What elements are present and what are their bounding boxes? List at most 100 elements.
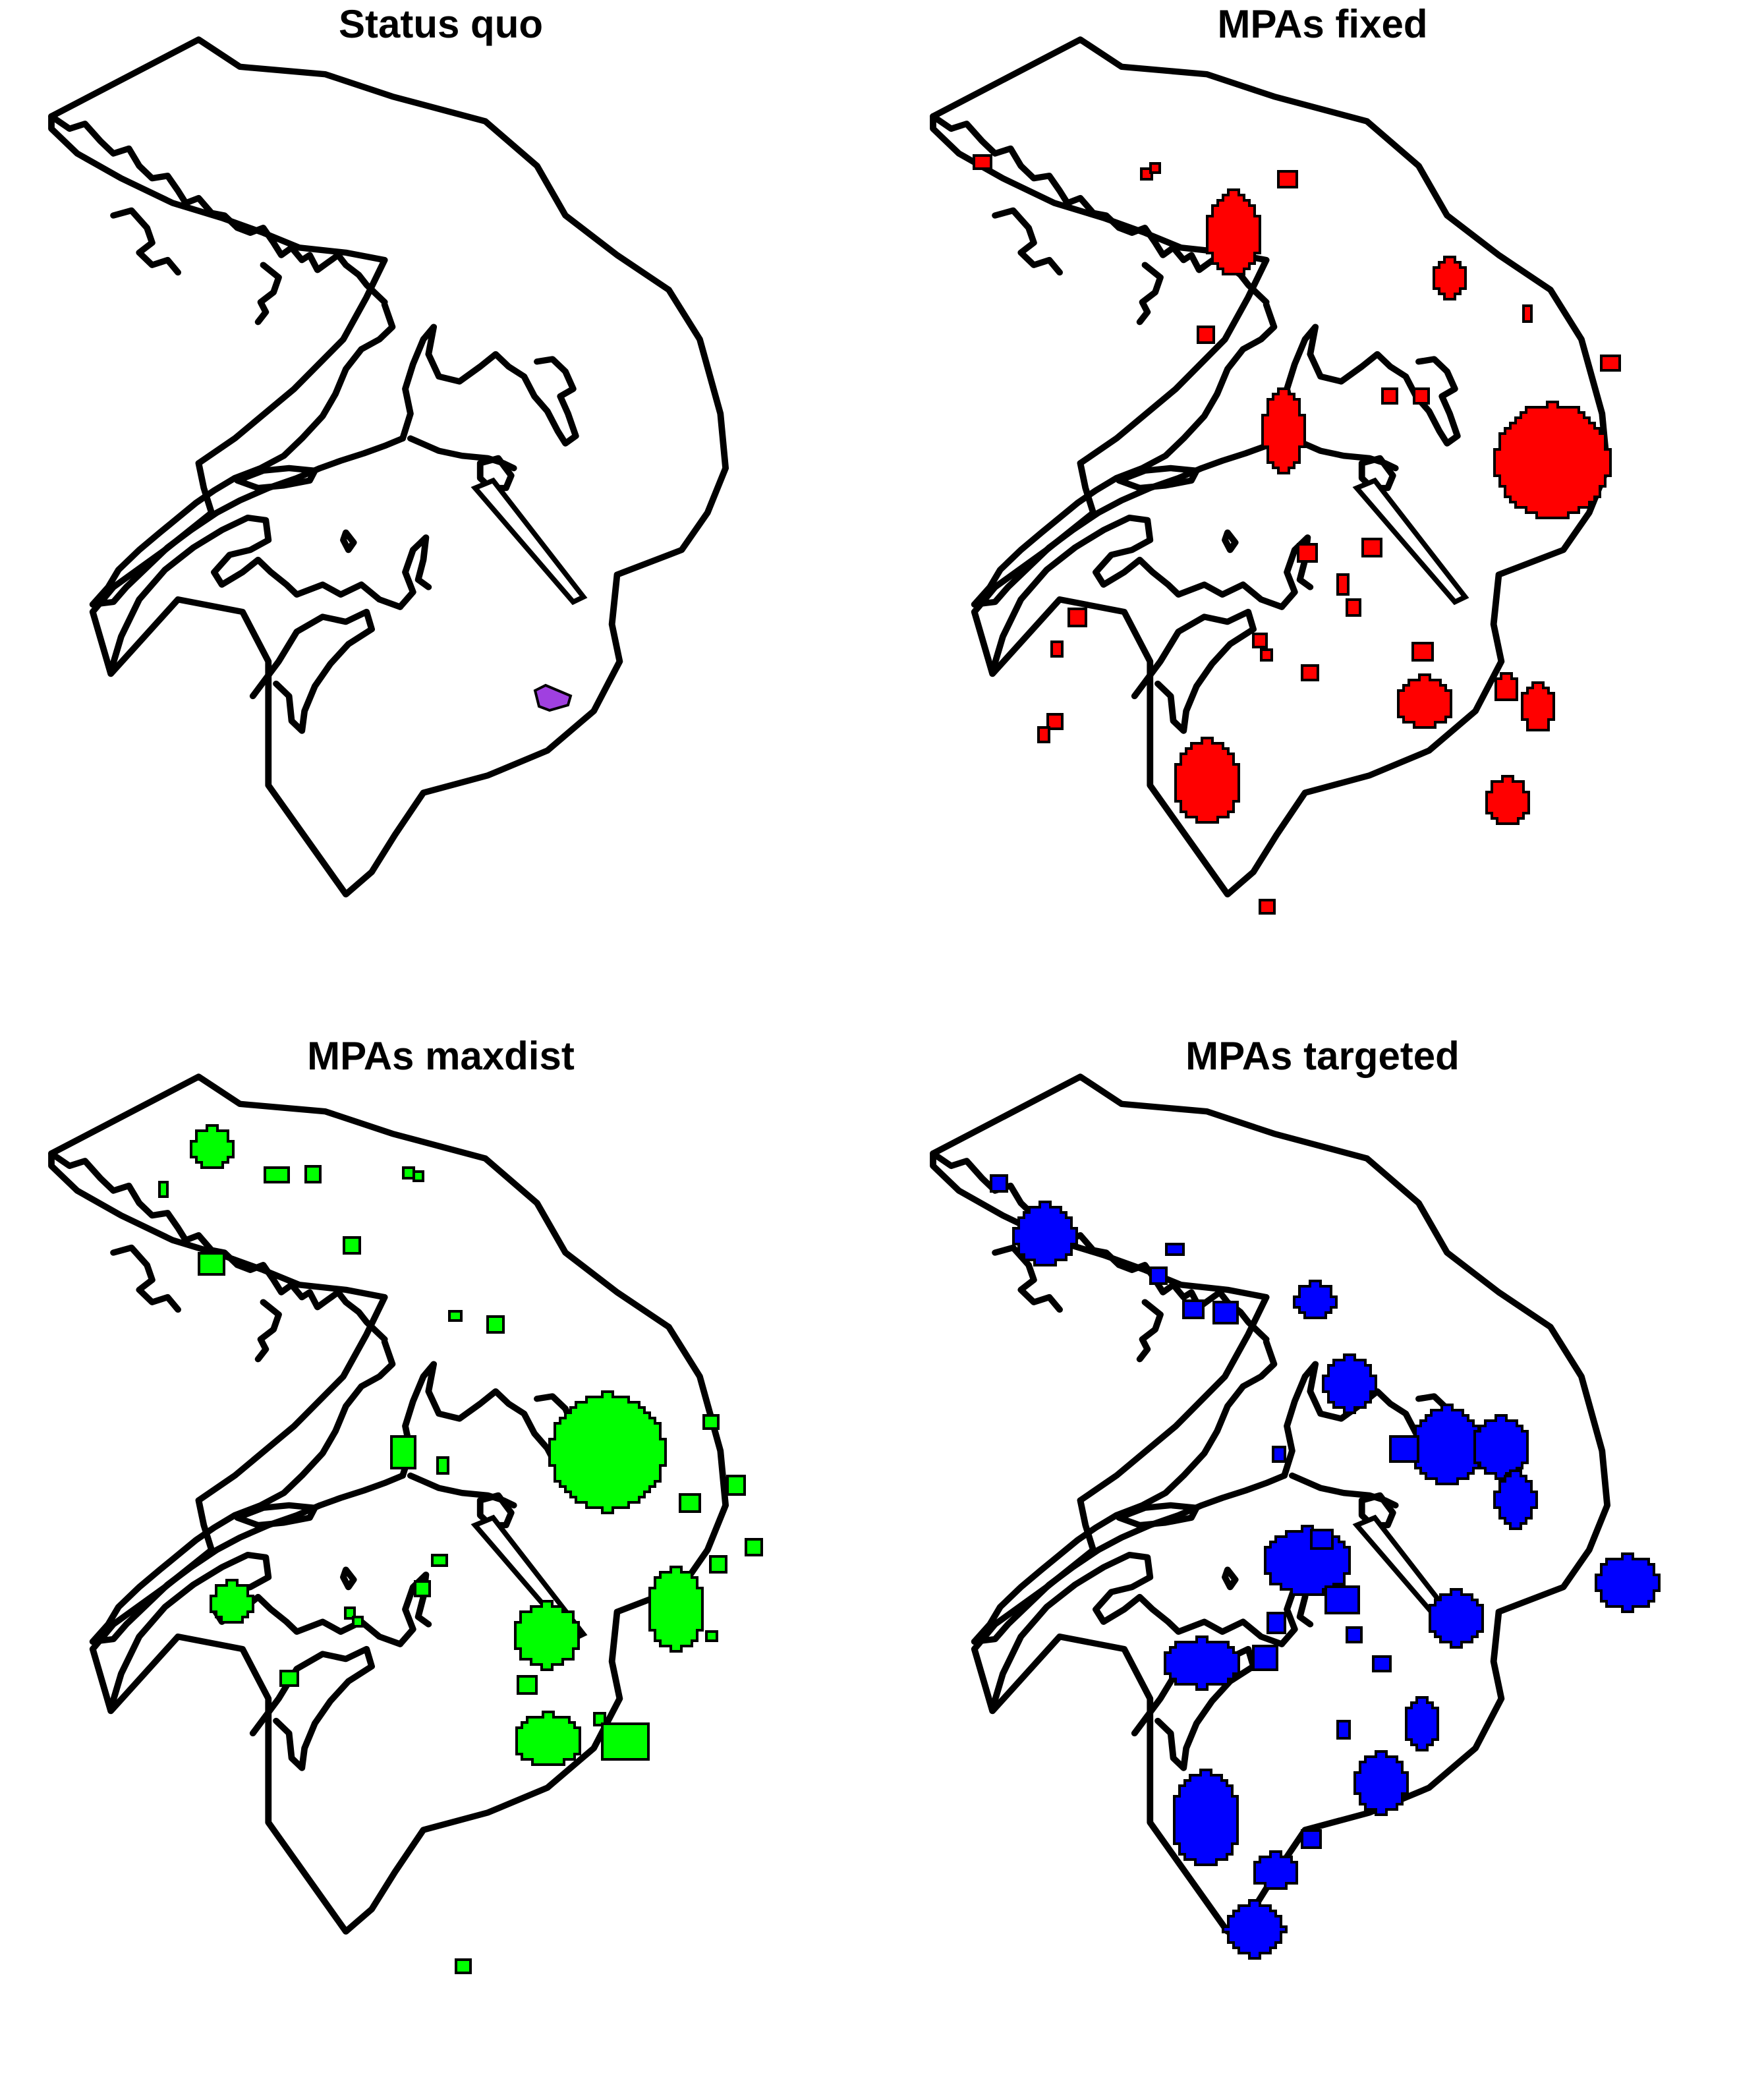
mpa-area <box>1173 1769 1239 1866</box>
mpa-area <box>1174 737 1240 824</box>
mpa-area <box>1372 1655 1392 1672</box>
mpa-area <box>1222 1899 1288 1960</box>
mpa-area <box>264 1166 290 1183</box>
coastline <box>89 301 396 608</box>
coastline <box>110 207 181 276</box>
mpa-area <box>1405 1696 1439 1751</box>
mpa-area <box>1595 1552 1661 1613</box>
coastline <box>234 1502 318 1529</box>
mpa-area <box>1322 1353 1377 1414</box>
mpa-area <box>1252 1645 1278 1671</box>
mpa-area <box>1485 775 1530 825</box>
panel-title: Status quo <box>339 2 543 46</box>
coastline <box>48 113 388 306</box>
mpa-area <box>648 1566 704 1653</box>
coastline <box>89 435 407 608</box>
mpa-area <box>1473 1414 1529 1480</box>
coastline <box>1136 1299 1164 1363</box>
mpa-area <box>198 1252 225 1276</box>
mpa-area <box>486 1315 505 1334</box>
corridor-channel <box>470 477 588 606</box>
mpa-area <box>593 1712 606 1726</box>
mpa-area <box>1336 573 1350 596</box>
mpa-area <box>745 1538 763 1556</box>
mpa-area <box>413 1170 424 1182</box>
mpa-layer <box>973 154 1621 915</box>
coastline <box>1222 1566 1239 1591</box>
mpa-area <box>1259 899 1276 915</box>
coastline <box>1281 324 1461 447</box>
mpa-area <box>1381 387 1398 405</box>
coastline <box>254 1299 282 1363</box>
coastline <box>1131 608 1257 734</box>
eez-boundary <box>48 36 729 897</box>
mpa-area <box>517 1675 538 1695</box>
coastline <box>989 514 1286 675</box>
mpa-area <box>1493 401 1612 519</box>
mpa-area <box>1149 162 1161 174</box>
mpa-area <box>1336 1720 1351 1740</box>
mpa-area <box>533 683 573 712</box>
panel-mpas-targeted: MPAs targeted <box>0 0 1661 1960</box>
panel-title: MPAs targeted <box>1185 1034 1460 1078</box>
mpa-area <box>402 1166 415 1180</box>
coastline <box>1358 1492 1396 1529</box>
mpa-area <box>304 1165 322 1183</box>
mpa-area <box>448 1310 463 1322</box>
mpa-area <box>1324 1585 1360 1614</box>
mpa-area <box>1413 387 1430 405</box>
mpa-area <box>1411 642 1434 662</box>
coastline <box>48 1150 388 1343</box>
coastline <box>476 1492 515 1529</box>
mpa-area <box>1433 256 1467 300</box>
mpa-area <box>1301 664 1319 681</box>
mpa-area <box>1389 1435 1419 1463</box>
mpa-area <box>1261 387 1306 474</box>
coastline <box>234 465 318 492</box>
mpa-layer <box>533 683 573 712</box>
mpa-area <box>436 1456 449 1475</box>
mpa-area <box>1301 1829 1322 1849</box>
panel-mpas-maxdist: MPAs maxdist <box>0 0 882 1974</box>
coastline <box>1222 529 1239 554</box>
mpa-area <box>190 1124 235 1169</box>
panel-mpas-fixed: MPAs fixed <box>0 0 1621 1037</box>
mpa-layer <box>990 1174 1661 1960</box>
mpa-area <box>1264 1525 1351 1596</box>
mpa-area <box>1206 188 1261 275</box>
corridor-channel <box>1352 477 1469 606</box>
mpa-area <box>1346 598 1361 617</box>
mpa-area <box>352 1616 364 1628</box>
mpa-area <box>390 1435 416 1469</box>
mpa-area <box>1164 1635 1240 1691</box>
mpa-area <box>702 1414 720 1430</box>
mpa-area <box>1149 1266 1168 1285</box>
coastline <box>249 608 375 734</box>
base-map <box>48 36 729 897</box>
mpa-area <box>679 1493 701 1513</box>
mpa-area <box>515 1711 581 1766</box>
mpa-area <box>990 1174 1008 1193</box>
mpa-area <box>1260 648 1273 662</box>
mpa-area <box>455 1958 472 1974</box>
map-mpas-fixed <box>930 36 1621 915</box>
coastline <box>992 207 1063 276</box>
mpa-area <box>1353 1750 1409 1816</box>
mpa-area <box>210 1579 254 1624</box>
mpa-area <box>1197 326 1215 344</box>
map-status-quo <box>48 36 729 897</box>
coastline <box>249 1645 375 1771</box>
mpa-area <box>1414 1404 1480 1485</box>
mpa-area <box>1272 1446 1286 1463</box>
mpa-area <box>1494 672 1518 701</box>
mpa-area <box>973 154 992 170</box>
mpa-area <box>1266 1612 1286 1634</box>
coastline <box>397 534 432 610</box>
mpa-area <box>1429 1588 1484 1649</box>
coastline <box>1116 1502 1200 1529</box>
coastline <box>1136 262 1164 326</box>
coastline <box>1116 465 1200 492</box>
mpa-area <box>1037 726 1050 743</box>
mpa-area <box>1252 633 1268 648</box>
mpa-area <box>548 1390 667 1514</box>
